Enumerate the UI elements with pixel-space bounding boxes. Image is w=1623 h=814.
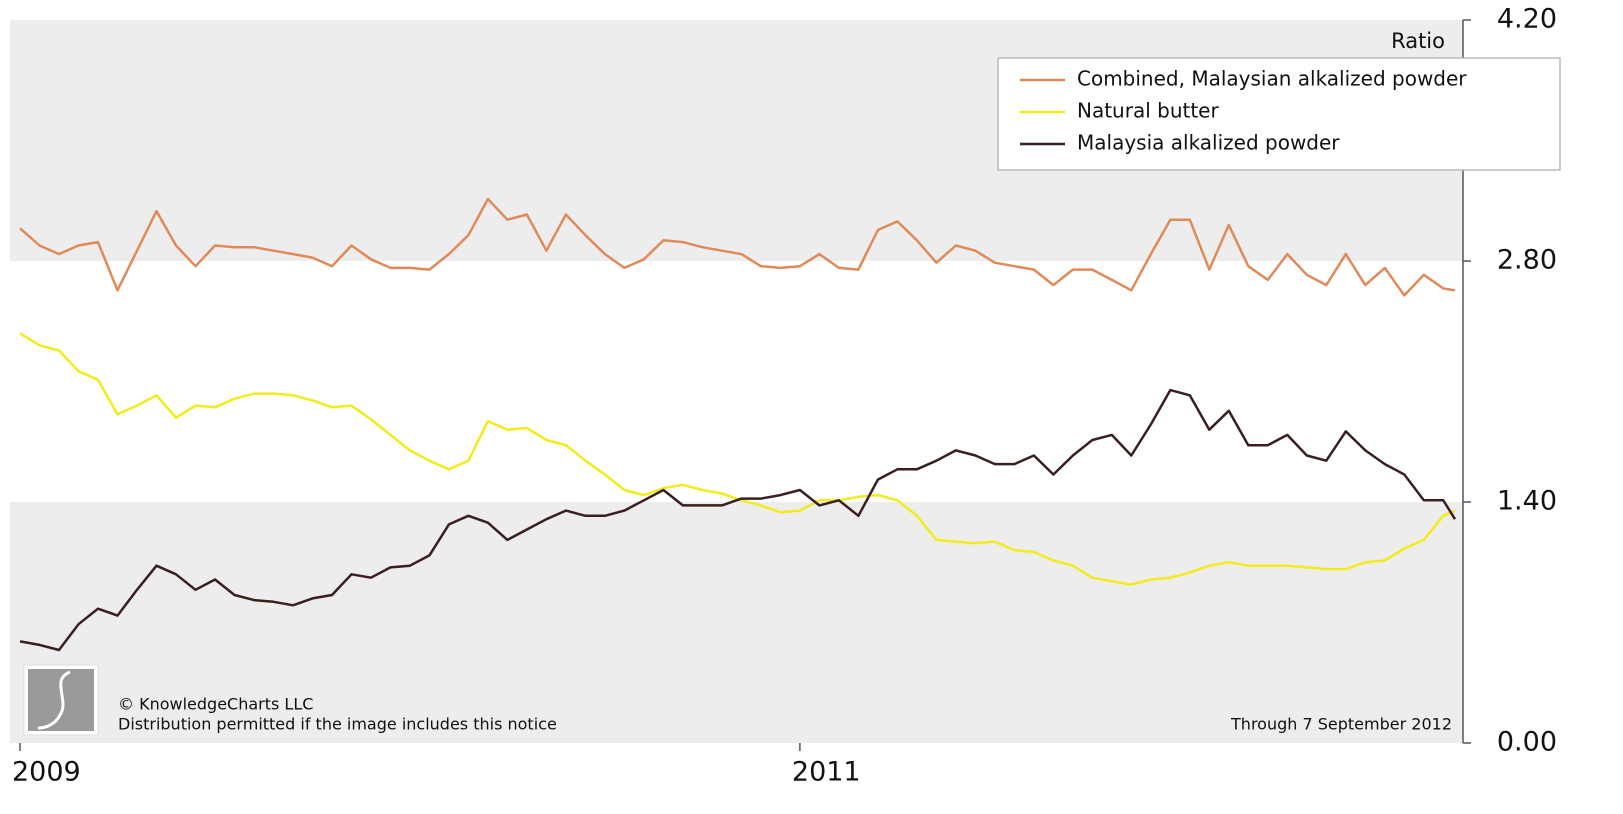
logo [23,664,99,736]
y-axis-label: Ratio [1391,29,1445,53]
band [10,261,1463,502]
y-tick-label: 4.20 [1497,4,1557,35]
legend-label: Malaysia alkalized powder [1077,131,1340,155]
x-tick-label: 2011 [792,757,861,788]
series-line [19,197,1456,297]
legend-label: Combined, Malaysian alkalized powder [1077,67,1467,91]
plot-lines [19,197,1457,652]
legend-box [997,57,1561,171]
series-line [19,388,1457,652]
band [10,502,1463,743]
notice: Distribution permitted if the image incl… [118,715,557,734]
x-tick-label: 2009 [12,757,81,788]
through-date: Through 7 September 2012 [1230,715,1452,734]
series-line [19,332,1456,586]
y-tick-label: 2.80 [1497,245,1557,276]
y-tick-label: 0.00 [1497,727,1557,758]
logo-stroke [37,670,71,730]
copyright: © KnowledgeCharts LLC [118,695,313,714]
y-tick-label: 1.40 [1497,486,1557,517]
legend: Combined, Malaysian alkalized powder Natu… [1020,67,1467,155]
legend-label: Natural butter [1077,99,1219,123]
